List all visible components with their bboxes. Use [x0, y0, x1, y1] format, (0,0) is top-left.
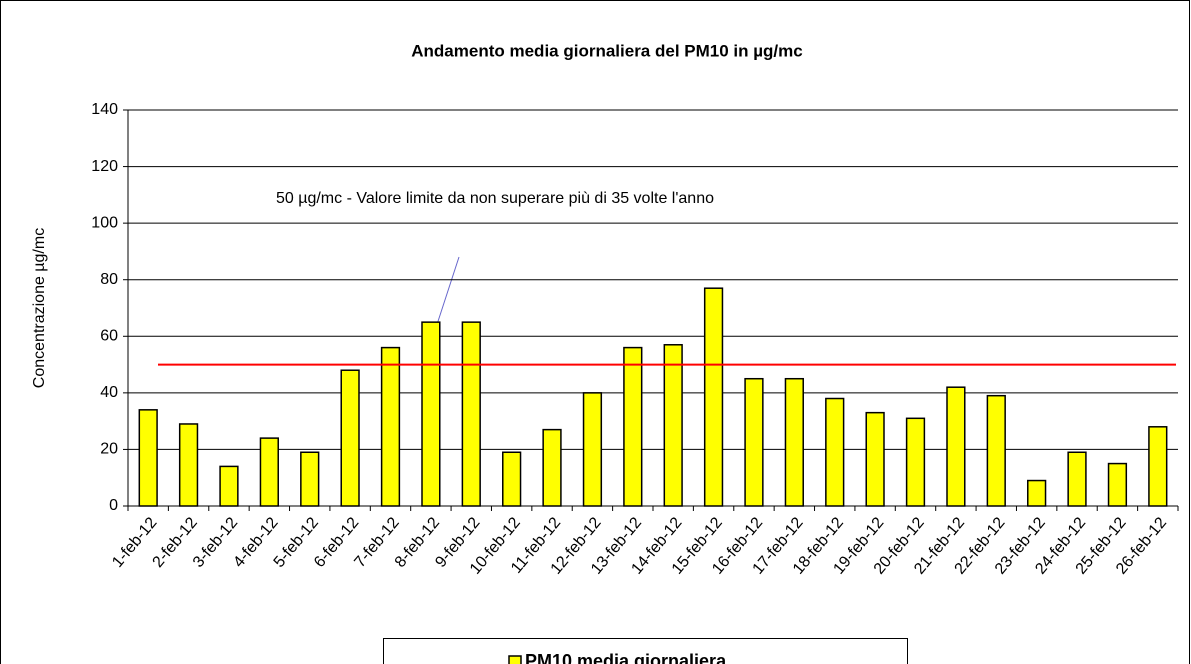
bar — [138, 409, 158, 507]
bar — [380, 346, 401, 507]
bar — [905, 417, 926, 507]
y-tick-label: 80 — [100, 271, 118, 288]
bar — [340, 369, 360, 507]
y-tick-label: 40 — [100, 384, 118, 401]
legend-label: PM10 media giornaliera — [525, 651, 727, 664]
y-axis-label: Concentrazione µg/mc — [31, 228, 48, 388]
y-tick-label: 0 — [109, 497, 118, 514]
y-tick-label: 100 — [91, 214, 118, 231]
bar — [219, 465, 239, 507]
bar — [784, 377, 804, 507]
bar — [1067, 451, 1087, 507]
bar — [582, 392, 603, 507]
bar — [178, 423, 199, 507]
bar — [623, 346, 643, 507]
bar — [663, 344, 683, 507]
y-tick-label: 20 — [100, 441, 118, 458]
bar — [1027, 479, 1047, 507]
y-tick-label: 140 — [91, 101, 118, 118]
bar — [703, 287, 724, 507]
y-tick-label: 60 — [100, 328, 118, 345]
bar — [1148, 426, 1168, 507]
bar — [946, 386, 966, 507]
bar — [825, 397, 845, 507]
bar — [461, 321, 481, 507]
bar — [259, 437, 279, 507]
bar — [986, 394, 1006, 507]
bar — [865, 411, 885, 507]
y-tick-label: 120 — [91, 158, 118, 175]
bar — [744, 377, 764, 507]
chart-title: Andamento media giornaliera del PM10 in … — [411, 41, 802, 60]
bar — [421, 321, 441, 507]
bar — [542, 428, 562, 507]
bar — [1107, 462, 1128, 507]
legend-box — [383, 638, 908, 664]
bar — [300, 451, 320, 507]
legend-swatch — [508, 655, 522, 664]
annotation: 50 µg/mc - Valore limite da non superare… — [276, 190, 714, 207]
bar — [502, 451, 522, 507]
